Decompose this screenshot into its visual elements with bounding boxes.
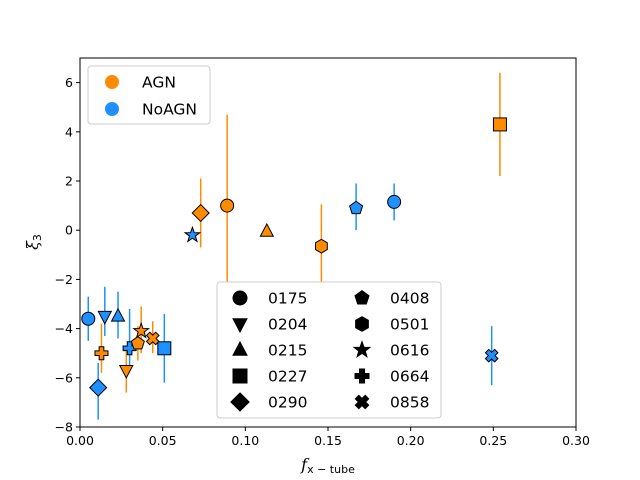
x-tick-label: 0.10 [231,433,259,448]
legend-marker-label-0664: 0664 [390,368,429,386]
point-agn-0408 [130,335,145,350]
x-tick-label: 0.30 [562,433,590,448]
marker-legend-box [216,281,442,419]
point-agn-0616 [132,321,151,339]
x-tick-label: 0.25 [479,433,507,448]
point-noagn-0215 [110,307,126,322]
legend-marker-label-0501: 0501 [390,316,429,334]
y-tick-label: −6 [55,370,73,385]
data-points [81,117,507,397]
legend-marker-0501 [355,316,369,332]
point-noagn-0175 [387,194,402,209]
legend-marker-label-0215: 0215 [268,342,307,360]
point-agn-0227 [492,117,507,132]
point-agn-0215 [259,222,275,237]
y-tick-label: −4 [55,321,73,336]
y-tick-label: 6 [65,75,73,90]
legend-marker-label-0175: 0175 [268,290,307,308]
point-agn-0664 [94,346,109,361]
point-noagn-0664 [122,341,137,356]
x-tick-label: 0.00 [66,433,94,448]
point-noagn-0227 [157,341,172,356]
plot-area [81,72,507,420]
y-tick-label: 4 [65,124,73,139]
legend-marker-label-0858: 0858 [390,394,429,412]
point-noagn-0858 [484,348,499,363]
y-axis-label: ξ3 [23,234,44,250]
x-tick-label: 0.20 [397,433,425,448]
legend-marker-0175 [232,290,248,306]
legend-marker-label-0227: 0227 [268,368,307,386]
legend-swatch-agn [105,75,119,89]
legend-marker-label-0204: 0204 [268,316,307,334]
point-noagn-0204 [97,310,113,325]
legend-label-noagn: NoAGN [142,101,197,119]
point-agn-0858 [145,331,160,346]
point-agn-0501 [314,238,328,254]
y-tick-label: 2 [65,174,73,189]
legend-marker-label-0616: 0616 [390,342,429,360]
legend-swatch-noagn [105,102,119,116]
point-agn-0175 [220,198,235,213]
legend-marker-label-0408: 0408 [390,290,429,308]
x-tick-label: 0.15 [314,433,342,448]
x-axis-label: fx − tube [300,455,355,476]
legend-marker-0858 [354,394,370,410]
point-noagn-0408 [349,200,364,215]
marker-legend: 0175 0204 0215 0227 0290 0408 0501 0616 0664 0858 [216,281,442,419]
legend-marker-label-0290: 0290 [268,394,307,412]
point-noagn-0175 [81,311,96,326]
legend-marker-0290 [230,392,250,412]
y-tick-label: −2 [55,272,73,287]
y-tick-label: 0 [65,223,73,238]
legend-marker-0215 [232,340,248,356]
legend-marker-0664 [354,368,370,384]
legend-marker-0227 [232,368,248,384]
x-tick-label: 0.05 [149,433,177,448]
legend-marker-0616 [352,340,372,359]
legend-marker-0408 [354,290,370,305]
point-agn-0290 [191,203,210,223]
y-tick-label: −8 [55,420,73,435]
point-noagn-0290 [89,378,108,397]
point-agn-0204 [118,365,134,379]
axis-ticks: 0.00 0.05 0.10 0.15 0.20 0.25 0.30 −8 −6 −4 −2 0 2 4 6 [55,75,590,448]
legend-marker-0204 [232,318,248,334]
point-noagn-0616 [183,225,202,243]
color-legend: AGN NoAGN [87,65,211,125]
legend-label-agn: AGN [142,74,176,92]
